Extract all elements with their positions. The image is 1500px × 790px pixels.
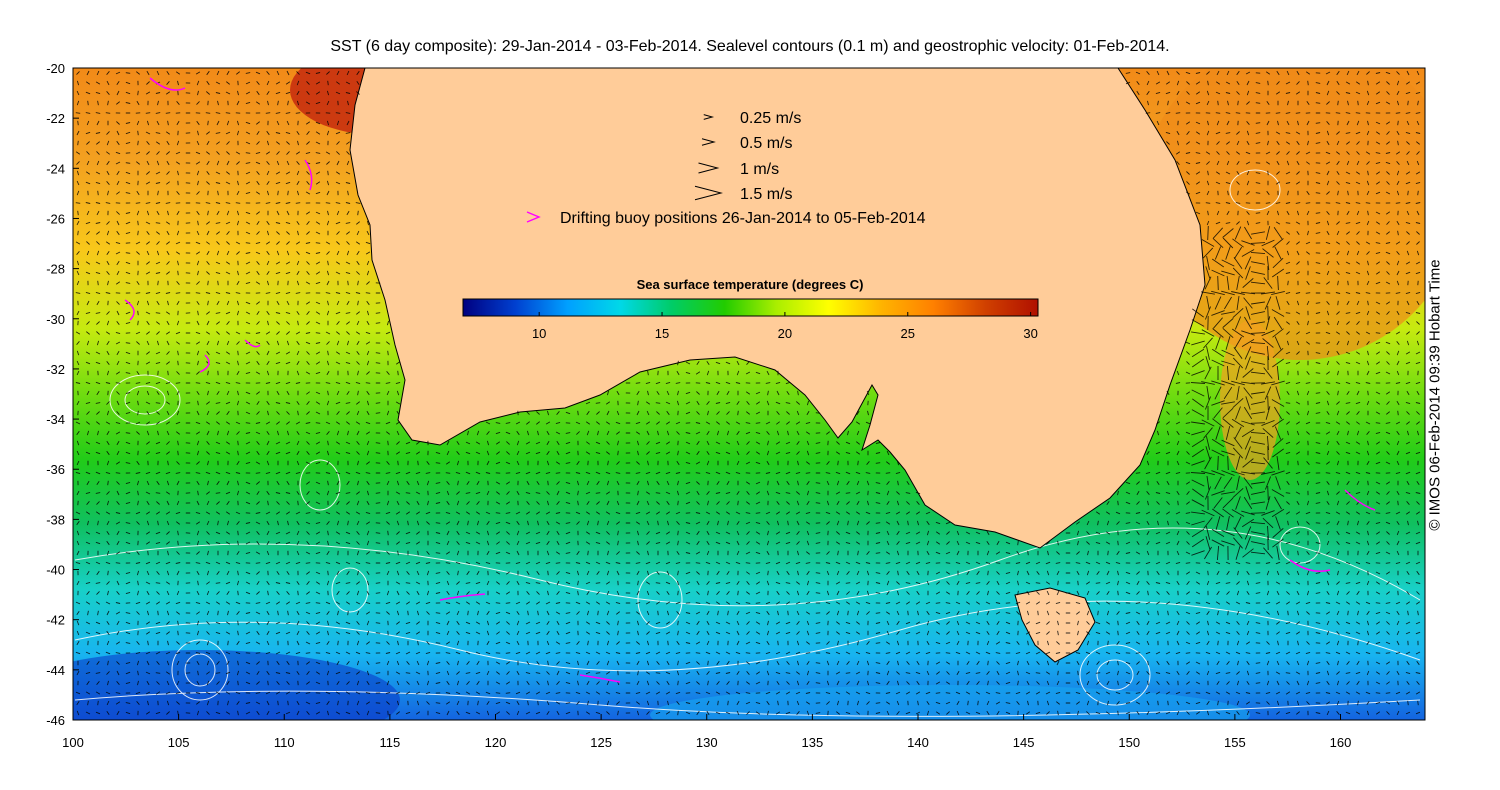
y-tick-label: -44	[46, 663, 65, 678]
y-tick-label: -46	[46, 713, 65, 728]
x-tick-label: 130	[696, 735, 718, 750]
sst-colorbar: Sea surface temperature (degrees C) 10 15…	[462, 277, 1039, 341]
legend-label: 0.5 m/s	[740, 135, 792, 152]
x-axis: 100 105 110 115 120 125 130 135 140 145 150 155 160	[62, 714, 1351, 750]
geostrophic-velocity-vectors	[75, 70, 1421, 716]
warm-patch-ne	[1140, 68, 1425, 360]
y-tick-label: -30	[46, 312, 65, 327]
x-tick-label: 115	[380, 735, 401, 750]
x-tick-label: 150	[1118, 735, 1140, 750]
x-tick-label: 140	[907, 735, 929, 750]
colorbar-title: Sea surface temperature (degrees C)	[637, 277, 864, 292]
cool-patch-s	[650, 685, 1250, 720]
legend-label: 1 m/s	[740, 161, 779, 178]
drifting-buoy-tracks	[124, 77, 1376, 683]
x-tick-label: 120	[485, 735, 507, 750]
y-tick-label: -36	[46, 462, 65, 477]
y-tick-label: -22	[46, 111, 65, 126]
y-tick-label: -26	[46, 211, 65, 226]
copyright-credit: © IMOS 06-Feb-2014 09:39 Hobart Time	[1426, 259, 1444, 531]
x-tick-label: 110	[274, 735, 295, 750]
colorbar-tick-label: 25	[901, 326, 915, 341]
x-tick-label: 155	[1224, 735, 1246, 750]
y-tick-label: -38	[46, 512, 65, 527]
y-tick-label: -20	[46, 61, 65, 76]
map-title: SST (6 day composite): 29-Jan-2014 - 03-…	[330, 38, 1170, 55]
legend-arrow-icon	[694, 185, 723, 201]
x-tick-label: 145	[1013, 735, 1035, 750]
legend-buoy-icon	[526, 211, 541, 223]
y-tick-label: -24	[46, 161, 65, 176]
colorbar-tick-label: 15	[655, 326, 669, 341]
legend-label: Drifting buoy positions 26-Jan-2014 to 0…	[560, 210, 926, 227]
legend-arrow-icon	[703, 114, 715, 120]
legend-arrow-icon	[698, 162, 720, 174]
y-axis: -20 -22 -24 -26 -28 -30 -32 -34 -36 -38 -40 -42 -44 -…	[46, 61, 79, 728]
y-tick-label: -28	[46, 262, 65, 277]
sea-level-contours	[74, 169, 1421, 717]
y-tick-label: -40	[46, 563, 65, 578]
colorbar-gradient	[462, 298, 1039, 317]
x-tick-label: 160	[1330, 735, 1352, 750]
x-tick-label: 135	[802, 735, 824, 750]
x-tick-label: 105	[168, 735, 190, 750]
colorbar-ticks: 10 15 20 25 30	[532, 312, 1038, 341]
velocity-arrow-field	[75, 70, 1421, 716]
legend-label: 1.5 m/s	[740, 186, 792, 203]
y-tick-label: -34	[46, 412, 65, 427]
colorbar-tick-label: 20	[778, 326, 792, 341]
plot-frame	[72, 67, 1426, 721]
y-tick-label: -32	[46, 362, 65, 377]
velocity-legend: 0.25 m/s 0.5 m/s 1 m/s 1.5 m/s Drifting buoy…	[526, 110, 926, 227]
colorbar-tick-label: 10	[532, 326, 546, 341]
x-tick-label: 125	[590, 735, 612, 750]
tasmania	[1014, 587, 1096, 663]
y-tick-label: -42	[46, 613, 65, 628]
warm-patch-tongue	[1220, 320, 1280, 480]
legend-label: 0.25 m/s	[740, 110, 801, 127]
colorbar-tick-label: 30	[1023, 326, 1037, 341]
x-tick-label: 100	[62, 735, 84, 750]
legend-arrow-icon	[701, 138, 716, 146]
